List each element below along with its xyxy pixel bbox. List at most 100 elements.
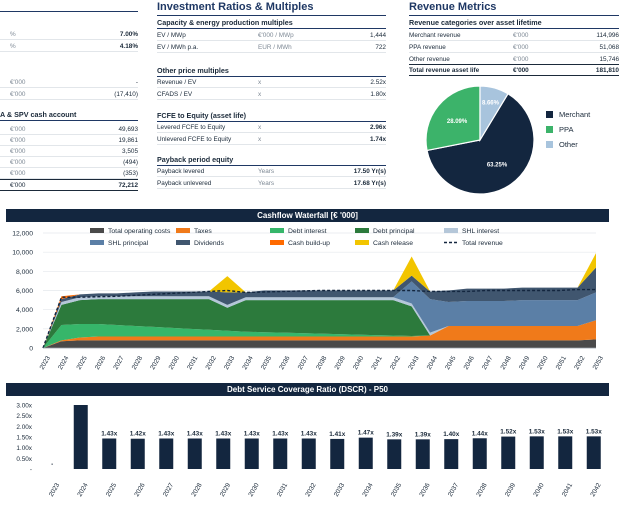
dscr-xtick-label: 2030	[247, 482, 260, 498]
cf-legend-label: Total operating costs	[108, 228, 171, 235]
cash-account-title: A & SPV cash account	[0, 110, 138, 121]
cash-row: €'000 3,505	[0, 146, 138, 157]
cf-xtick-label: 2047	[481, 355, 494, 371]
dscr-xtick-label: 2025	[105, 482, 118, 498]
dscr-data-label: 1.44x	[472, 430, 488, 437]
fcfe-row-value: 2.96x	[370, 123, 386, 131]
dscr-data-label: 1.43x	[215, 430, 231, 437]
cf-area-debt-interest	[43, 320, 596, 348]
dscr-data-label: 1.53x	[529, 428, 545, 435]
dscr-bar	[330, 438, 345, 469]
cash-row: €'000 (353)	[0, 168, 138, 179]
cf-legend-swatch	[444, 228, 458, 233]
cf-xtick-label: 2040	[352, 355, 365, 371]
cf-xtick-label: 2052	[573, 355, 586, 371]
capacity-row: EV / MWh p.a. EUR / MWh 722	[157, 42, 386, 53]
dscr-bar	[102, 438, 117, 469]
dscr-ytick-label: 2.00x	[16, 424, 32, 431]
left-rate-row-value: 7.00%	[119, 30, 138, 38]
revenue-title: Revenue Metrics	[409, 1, 497, 13]
pie-legend-label: Merchant	[559, 110, 591, 119]
cash-row-value: (494)	[123, 158, 138, 166]
dscr-bar	[273, 438, 288, 469]
pie-legend-label: Other	[559, 140, 578, 149]
payback-row-unit: Years	[258, 179, 275, 187]
other-multiple-row-label: Revenue / EV	[157, 78, 197, 86]
revenue-row-unit: €'000	[513, 43, 529, 51]
cash-total-row: €'000 72,212	[0, 179, 138, 191]
dscr-bar	[501, 436, 516, 469]
dscr-bar	[244, 438, 259, 469]
cf-xtick-label: 2025	[76, 355, 89, 371]
dscr-xtick-label: 2040	[532, 482, 545, 498]
payback-row-value: 17.68 Yr(s)	[353, 179, 386, 187]
other-multiple-row: Revenue / EV x 2.52x	[157, 77, 386, 88]
cf-xtick-label: 2049	[518, 355, 531, 371]
cf-xtick-label: 2027	[112, 355, 125, 371]
cf-ytick-label: 0	[29, 346, 33, 353]
dscr-xtick-label: 2027	[162, 482, 175, 498]
revenue-categories-title: Revenue categories over asset lifetime	[409, 18, 619, 29]
cf-xtick-label: 2030	[168, 355, 181, 371]
dscr-data-label: 1.53x	[586, 428, 602, 435]
dscr-data-label: 1.53x	[557, 428, 573, 435]
dscr-ytick-label: -	[30, 467, 32, 474]
cashflow-waterfall-title: Cashflow Waterfall [€ '000]	[6, 209, 609, 222]
cash-row-unit: €'000	[10, 158, 26, 166]
payback-row-label: Payback levered	[157, 167, 205, 175]
cash-row-value: (353)	[123, 169, 138, 177]
cf-xtick-label: 2050	[536, 355, 549, 371]
dscr-data-label: 1.39x	[386, 431, 402, 438]
cf-xtick-label: 2046	[463, 355, 476, 371]
dscr-data-label: 1.43x	[187, 430, 203, 437]
capacity-row-unit: EUR / MWh	[258, 43, 292, 51]
dscr-title: Debt Service Coverage Ratio (DSCR) - P50	[6, 383, 609, 396]
dscr-bar	[301, 438, 316, 469]
cf-xtick-label: 2031	[186, 355, 199, 371]
dscr-bar	[558, 436, 573, 469]
cash-row: €'000 19,861	[0, 135, 138, 146]
cf-legend-swatch	[355, 228, 369, 233]
capacity-row-label: EV / MWp	[157, 31, 186, 39]
left-rate-row: % 4.18%	[0, 41, 138, 52]
cf-legend-label: Total revenue	[462, 240, 503, 247]
capacity-row-value: 1,444	[370, 31, 386, 39]
cf-legend-label: Taxes	[194, 228, 212, 235]
cash-total-row-unit: €'000	[10, 181, 26, 189]
cf-total-revenue-line	[42, 288, 596, 349]
pie-legend-swatch	[546, 111, 553, 118]
capacity-row-label: EV / MWh p.a.	[157, 43, 199, 51]
fcfe-row-label: Levered FCFE to Equity	[157, 123, 226, 131]
dscr-xtick-label: 2037	[447, 482, 460, 498]
revenue-total-row: Total revenue asset life €'000 181,810	[409, 64, 619, 76]
cf-xtick-label: 2023	[39, 355, 52, 371]
cashflow-waterfall-chart: 0 2,000 4,000 6,000 8,000 10,000 12,000 2023 202…	[12, 228, 605, 371]
dscr-data-label: 1.43x	[101, 430, 117, 437]
dscr-bar	[472, 438, 487, 469]
dscr-data-label: 1.43x	[301, 430, 317, 437]
cf-ytick-label: 4,000	[16, 307, 33, 314]
cf-xtick-label: 2033	[223, 355, 236, 371]
cash-row-value: 49,693	[118, 125, 138, 133]
cf-legend-swatch	[270, 240, 284, 245]
cf-legend-label: Dividends	[194, 240, 224, 247]
revenue-total-row-unit: €'000	[513, 66, 529, 74]
revenue-row-unit: €'000	[513, 55, 529, 63]
revenue-row-label: Merchant revenue	[409, 31, 461, 39]
dscr-bar	[415, 439, 430, 469]
dscr-bar	[73, 405, 88, 469]
dscr-xtick-label: 2039	[504, 482, 517, 498]
cf-area-total-operating-costs	[43, 339, 596, 348]
dscr-xtick-label: 2034	[361, 482, 374, 498]
cf-ytick-label: 8,000	[16, 269, 33, 276]
dscr-data-label: 1.43x	[244, 430, 260, 437]
cf-xtick-label: 2035	[260, 355, 273, 371]
cf-ytick-label: 6,000	[16, 288, 33, 295]
dscr-bar	[444, 439, 459, 469]
revenue-row-value: 51,068	[599, 43, 619, 51]
left-rate-row: % 7.00%	[0, 29, 138, 40]
dscr-bar	[529, 436, 544, 469]
payback-row-value: 17.50 Yr(s)	[353, 167, 386, 175]
dscr-ytick-label: 1.00x	[16, 445, 32, 452]
dscr-data-label: 1.42x	[130, 431, 146, 438]
